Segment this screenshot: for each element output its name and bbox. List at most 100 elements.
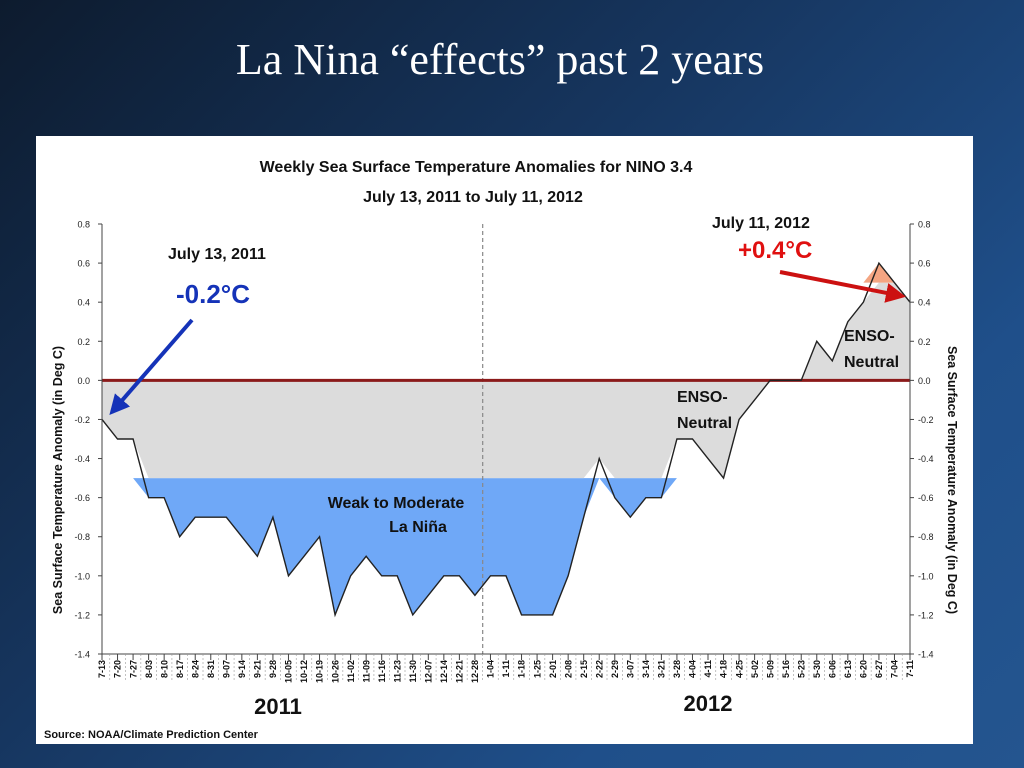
x-tick-label: 2-01: [548, 660, 558, 678]
x-tick-label: 6-13: [843, 660, 853, 678]
x-tick-label: 11-09: [361, 660, 371, 683]
neutral-positive-fill: [102, 282, 910, 381]
chart-panel: 0.8 0.6 0.4 0.2 0.0 -0.2 -0.4 -0.6 -0.8 -1.0 -1.2 -…: [36, 136, 973, 744]
region-label-neutral-mid-line2: Neutral: [677, 415, 732, 432]
annotation-start-value: -0.2°C: [176, 279, 250, 309]
x-tick-label: 4-04: [688, 660, 698, 678]
x-tick-label: 2-29: [610, 660, 620, 678]
x-tick-label: 1-11: [501, 660, 511, 678]
neutral-negative-fill: [102, 380, 910, 479]
slide-title: La Nina “effects” past 2 years: [235, 35, 765, 84]
x-tick-label: 7-04: [890, 660, 900, 678]
x-tick-label: 8-03: [144, 660, 154, 678]
chart-title: Weekly Sea Surface Temperature Anomalies…: [260, 159, 693, 176]
x-tick-label: 11-16: [377, 660, 387, 683]
sst-series-line: [101, 261, 911, 618]
y-axis-label-left: Sea Surface Temperature Anomaly (in Deg …: [51, 346, 65, 614]
x-tick-label: 10-05: [284, 660, 294, 683]
la-nina-fill: [102, 478, 910, 615]
annotation-end-date: July 11, 2012: [712, 215, 810, 232]
left-tick-label: -0.6: [74, 493, 90, 503]
region-label-neutral-mid-line1: ENSO-: [677, 389, 728, 406]
right-tick-label: -1.2: [918, 610, 934, 620]
x-tick-label: 6-27: [874, 660, 884, 678]
sst-anomaly-chart: 0.8 0.6 0.4 0.2 0.0 -0.2 -0.4 -0.6 -0.8 -1.0 -1.2 -…: [44, 159, 959, 741]
right-tick-label: -1.0: [918, 571, 934, 581]
x-tick-label: 3-21: [657, 660, 667, 678]
x-tick-label: 4-11: [703, 660, 713, 678]
x-tick-label: 8-24: [190, 660, 200, 678]
left-tick-label: -1.0: [74, 571, 90, 581]
x-tick-label: 1-18: [517, 660, 527, 678]
x-tick-label: 5-02: [750, 660, 760, 678]
annotation-end-value: +0.4°C: [738, 237, 812, 264]
x-tick-label: 10-19: [315, 660, 325, 683]
left-tick-label: -0.8: [74, 532, 90, 542]
x-tick-label: 8-10: [159, 660, 169, 678]
left-tick-label: 0.4: [77, 298, 90, 308]
left-tick-label: 0.8: [77, 220, 90, 230]
x-tick-label: 7-11: [905, 660, 915, 678]
region-label-la-nina-line2: La Niña: [389, 519, 447, 536]
y-axis-label-right: Sea Surface Temperature Anomaly (in Deg …: [945, 346, 959, 614]
right-tick-label: -0.6: [918, 493, 934, 503]
year-label-2011: 2011: [254, 694, 302, 719]
x-tick-label: 10-12: [299, 660, 309, 683]
year-label-2012: 2012: [684, 691, 733, 716]
x-tick-label: 1-25: [532, 660, 542, 678]
right-tick-label: 0.0: [918, 376, 931, 386]
x-tick-label: 8-31: [206, 660, 216, 678]
start-annotation-arrow: [109, 318, 194, 416]
x-tick-label: 3-28: [672, 660, 682, 678]
x-tick-label: 3-14: [641, 660, 651, 678]
x-tick-label: 11-30: [408, 660, 418, 683]
x-tick-label: 3-07: [626, 660, 636, 678]
x-tick-label: 1-04: [486, 660, 496, 678]
right-tick-label: -0.8: [918, 532, 934, 542]
source-note: Source: NOAA/Climate Prediction Center: [44, 729, 259, 741]
x-tick-label: 2-22: [594, 660, 604, 678]
x-tick-label: 12-21: [455, 660, 465, 683]
region-label-neutral-end-line1: ENSO-: [844, 328, 895, 345]
x-tick-label: 9-14: [237, 660, 247, 678]
x-tick-label: 5-23: [796, 660, 806, 678]
annotation-start-date: July 13, 2011: [168, 246, 266, 263]
x-tick-label: 11-02: [346, 660, 356, 683]
left-tick-label: 0.0: [77, 376, 90, 386]
x-tick-label: 2-15: [579, 660, 589, 678]
end-annotation-arrow: [779, 270, 906, 303]
x-tick-label: 6-20: [859, 660, 869, 678]
x-tick-label: 9-07: [222, 660, 232, 678]
x-tick-label: 12-28: [470, 660, 480, 683]
x-tick-label: 5-30: [812, 660, 822, 678]
right-tick-label: 0.8: [918, 220, 931, 230]
x-tick-label: 7-27: [128, 660, 138, 678]
left-tick-label: 0.2: [77, 337, 90, 347]
x-tick-label: 11-23: [392, 660, 402, 683]
x-tick-label: 6-06: [828, 660, 838, 678]
x-tick-label: 2-08: [563, 660, 573, 678]
left-tick-label: 0.6: [77, 259, 90, 269]
x-tick-label: 9-21: [253, 660, 263, 678]
chart-subtitle: July 13, 2011 to July 11, 2012: [363, 189, 583, 206]
region-label-la-nina-line1: Weak to Moderate: [328, 495, 465, 512]
left-tick-label: -0.2: [74, 415, 90, 425]
x-tick-label: 12-07: [424, 660, 434, 683]
right-tick-label: 0.6: [918, 259, 931, 269]
x-tick-label: 5-09: [765, 660, 775, 678]
x-tick-label: 7-13: [97, 660, 107, 678]
region-label-neutral-end-line2: Neutral: [844, 354, 899, 371]
x-tick-label: 4-25: [734, 660, 744, 678]
x-tick-label: 5-16: [781, 660, 791, 678]
x-tick-label: 9-28: [268, 660, 278, 678]
x-tick-label: 10-26: [330, 660, 340, 683]
x-tick-label: 8-17: [175, 660, 185, 678]
right-tick-label: -0.2: [918, 415, 934, 425]
right-tick-label: 0.2: [918, 337, 931, 347]
right-tick-label: -1.4: [918, 650, 934, 660]
right-tick-label: 0.4: [918, 298, 931, 308]
left-tick-label: -1.2: [74, 610, 90, 620]
left-tick-label: -0.4: [74, 454, 90, 464]
right-tick-label: -0.4: [918, 454, 934, 464]
x-tick-label: 7-20: [113, 660, 123, 678]
